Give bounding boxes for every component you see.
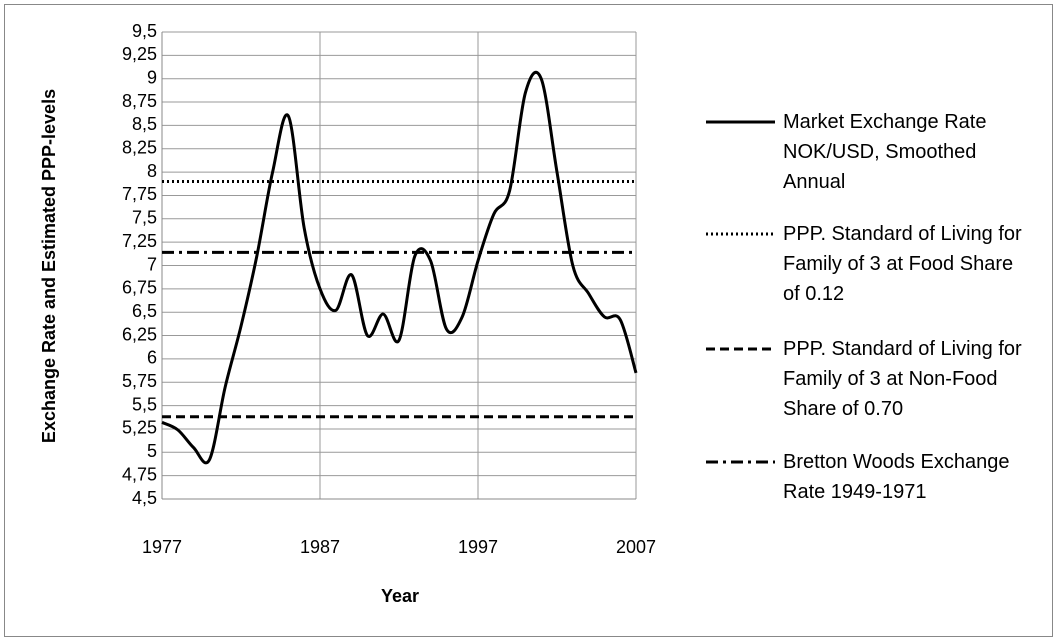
y-tick-label: 7: [147, 254, 157, 274]
y-tick-label: 9,25: [122, 44, 157, 64]
y-tick-label: 9,5: [132, 21, 157, 41]
x-axis-label: Year: [381, 586, 419, 606]
y-tick-label: 8,5: [132, 114, 157, 134]
y-axis-label: Exchange Rate and Estimated PPP-levels: [39, 89, 59, 443]
legend-label: Bretton Woods Exchange Rate 1949-1971: [783, 451, 1010, 503]
legend-label: PPP. Standard of Living for Family of 3 …: [783, 223, 1022, 305]
y-tick-label: 5,75: [122, 371, 157, 391]
y-tick-label: 4,75: [122, 464, 157, 484]
y-tick-label: 9: [147, 67, 157, 87]
y-tick-label: 8: [147, 161, 157, 181]
y-tick-label: 6,25: [122, 324, 157, 344]
x-tick-label: 1997: [458, 537, 498, 557]
x-tick-label: 1987: [300, 537, 340, 557]
y-tick-label: 6,5: [132, 301, 157, 321]
y-tick-label: 6: [147, 348, 157, 368]
legend-label: Market Exchange Rate NOK/USD, Smoothed A…: [783, 111, 987, 193]
y-tick-label: 8,25: [122, 138, 157, 158]
y-tick-label: 7,75: [122, 184, 157, 204]
y-tick-label: 5,25: [122, 418, 157, 438]
y-tick-label: 8,75: [122, 91, 157, 111]
x-tick-label: 2007: [616, 537, 656, 557]
y-tick-label: 5,5: [132, 394, 157, 414]
legend-label: PPP. Standard of Living for Family of 3 …: [783, 338, 1022, 420]
series-line: [161, 70, 638, 465]
chart-frame: [4, 4, 1053, 637]
y-tick-label: 5: [147, 441, 157, 461]
y-tick-label: 6,75: [122, 278, 157, 298]
y-tick-label: 7,5: [132, 208, 157, 228]
y-tick-label: 4,5: [132, 488, 157, 508]
y-tick-label: 7,25: [122, 231, 157, 251]
x-tick-label: 1977: [142, 537, 182, 557]
